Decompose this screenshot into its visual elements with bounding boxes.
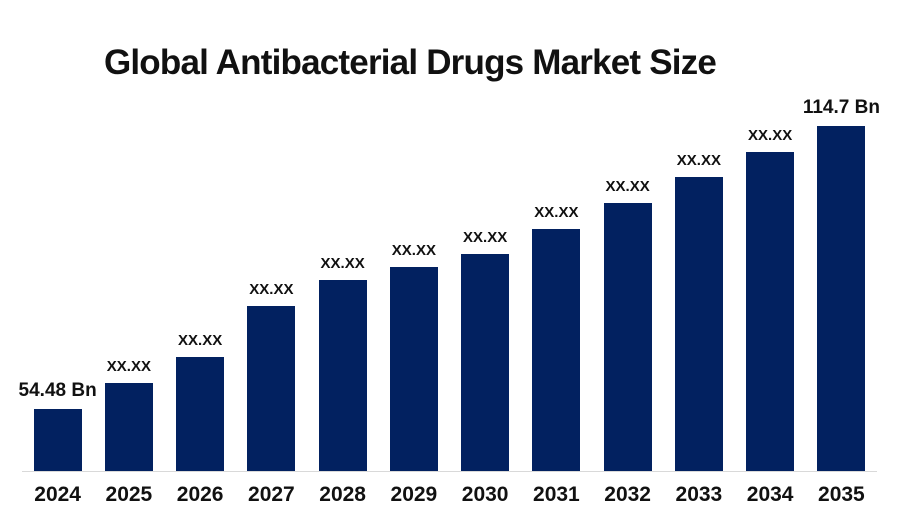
x-tick-2031: 2031: [533, 483, 580, 506]
bar-2024: [33, 409, 82, 471]
bar-column-2035: 114.7 Bn: [802, 97, 880, 471]
x-tick-2029: 2029: [390, 483, 438, 506]
x-tick-2026: 2026: [176, 483, 224, 506]
bar-2029: [389, 267, 438, 471]
bar-column-2024: 54.48 Bn: [19, 381, 97, 471]
bar-value-label-2031: XX.XX: [534, 204, 579, 221]
x-tick-2028: 2028: [319, 483, 366, 506]
bar-value-label-2032: XX.XX: [605, 178, 650, 195]
bar-2030: [461, 254, 510, 471]
bar-value-label-2035: 114.7 Bn: [802, 97, 880, 118]
bar-column-2026: XX.XX: [165, 333, 236, 471]
bar-value-label-2025: XX.XX: [106, 358, 151, 375]
bar-2028: [318, 280, 367, 471]
bar-column-2029: XX.XX: [378, 243, 449, 471]
x-tick-2033: 2033: [675, 483, 723, 506]
bar-column-2034: XX.XX: [735, 128, 806, 471]
bar-column-2027: XX.XX: [236, 282, 307, 471]
x-axis-tick-labels: 2024 2025 2026 2027 2028 2029 2030 2031 2032 2033…: [22, 484, 877, 505]
bar-2027: [247, 306, 296, 471]
bar-column-2025: XX.XX: [93, 359, 164, 471]
x-tick-2027: 2027: [248, 483, 295, 506]
x-tick-2025: 2025: [105, 483, 153, 506]
bar-column-2030: XX.XX: [450, 230, 521, 471]
bar-value-label-2029: XX.XX: [391, 242, 436, 259]
chart-title: Global Antibacterial Drugs Market Size: [103, 43, 717, 82]
bar-2035: [817, 126, 866, 471]
x-axis-line: [22, 471, 877, 472]
bar-2025: [104, 383, 153, 471]
bar-column-2031: XX.XX: [521, 205, 592, 471]
bar-value-label-2033: XX.XX: [676, 152, 721, 169]
bar-column-2033: XX.XX: [663, 153, 734, 471]
x-tick-2034: 2034: [746, 483, 794, 506]
bar-column-2032: XX.XX: [592, 179, 663, 471]
bar-value-label-2034: XX.XX: [748, 127, 793, 144]
bar-value-label-2026: XX.XX: [178, 332, 223, 349]
x-tick-2032: 2032: [604, 483, 651, 506]
bar-value-label-2028: XX.XX: [320, 255, 365, 272]
x-tick-2030: 2030: [461, 483, 509, 506]
bars-container: 54.48 Bn XX.XX XX.XX XX.XX XX.XX XX.XX XX.XX XX…: [19, 97, 880, 471]
bar-2031: [532, 229, 581, 471]
bar-column-2028: XX.XX: [307, 256, 378, 471]
bar-value-label-2027: XX.XX: [249, 281, 294, 298]
plot-area: 54.48 Bn XX.XX XX.XX XX.XX XX.XX XX.XX XX.XX XX…: [19, 0, 880, 525]
bar-2032: [603, 203, 652, 471]
x-tick-2024: 2024: [34, 483, 81, 506]
x-tick-2035: 2035: [818, 483, 865, 506]
bar-value-label-2024: 54.48 Bn: [18, 380, 97, 401]
bar-2033: [674, 177, 723, 471]
bar-2026: [176, 357, 225, 471]
bar-value-label-2030: XX.XX: [463, 229, 508, 246]
bar-2034: [746, 152, 795, 471]
